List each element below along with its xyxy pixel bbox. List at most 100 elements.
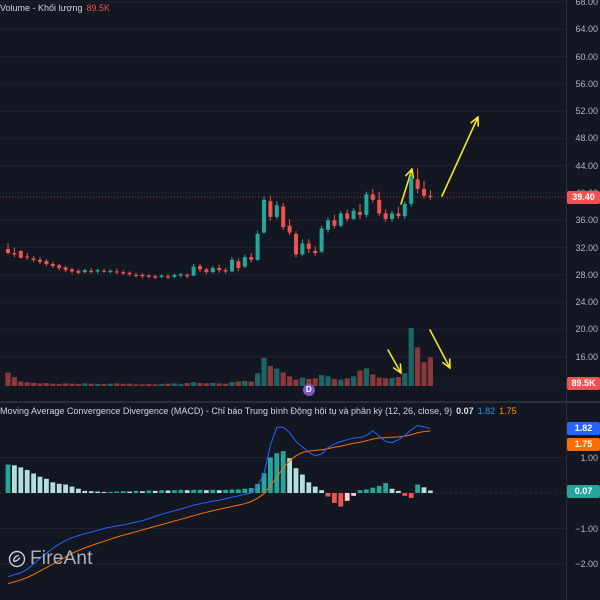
macd-pane[interactable]	[0, 403, 566, 600]
volume-bar	[223, 383, 229, 386]
candle	[185, 273, 190, 279]
candle-body	[332, 220, 337, 226]
candle-body	[268, 201, 273, 217]
candle-body	[31, 258, 36, 260]
volume-bar	[56, 384, 62, 386]
macd-histogram-bar	[236, 489, 241, 493]
candle-body	[57, 265, 62, 269]
annotation-arrow-up-small	[400, 168, 415, 205]
price-axis-tick: 32.00	[575, 242, 598, 253]
candle	[351, 208, 356, 221]
candle-body	[249, 257, 254, 260]
candle	[249, 253, 254, 263]
volume-legend[interactable]: Volume - Khối lượng 89.5K	[0, 3, 110, 14]
volume-legend-value: 89.5K	[86, 3, 110, 13]
volume-bar	[331, 378, 337, 386]
candle	[294, 231, 298, 258]
dividend-event-marker[interactable]: D	[302, 384, 315, 396]
macd-axis-tick: 1.00	[580, 452, 598, 463]
volume-series	[5, 328, 433, 386]
candle-body	[223, 270, 228, 272]
volume-bar	[280, 372, 286, 386]
volume-bar	[184, 383, 190, 386]
candle-body	[345, 213, 350, 219]
candle	[108, 269, 113, 274]
macd-histogram-bar	[159, 490, 164, 493]
volume-bar	[274, 368, 280, 386]
macd-histogram-bar	[338, 493, 344, 507]
candle	[178, 272, 183, 278]
macd-histogram-bar	[293, 468, 299, 493]
candle	[364, 191, 369, 218]
candle	[217, 264, 222, 273]
candle	[274, 201, 279, 219]
macd-histogram-bar	[191, 489, 196, 493]
macd-histogram-bar	[31, 473, 36, 493]
histogram-value-tag: 0.07	[567, 484, 600, 498]
price-axis-tick: 56.00	[575, 78, 598, 89]
candle	[390, 210, 394, 222]
macd-histogram-bar	[37, 476, 43, 493]
macd-histogram-bar	[95, 491, 100, 493]
candle-body	[428, 195, 433, 198]
macd-histogram-bar	[319, 490, 324, 493]
candle	[63, 265, 68, 273]
volume-bar	[287, 376, 293, 386]
macd-histogram-bar	[396, 490, 401, 493]
volume-bar	[421, 362, 427, 386]
macd-histogram-bar	[389, 488, 395, 493]
candle-body	[338, 213, 343, 226]
volume-bar	[133, 384, 139, 386]
candle	[338, 210, 343, 228]
volume-legend-title: Volume - Khối lượng	[0, 3, 83, 13]
candle	[198, 263, 202, 273]
candle-body	[274, 205, 279, 217]
candle-body	[44, 261, 49, 264]
candle-body	[82, 270, 87, 273]
candle	[18, 250, 23, 259]
volume-bar	[203, 383, 209, 386]
price-axis-tick: 48.00	[575, 133, 598, 144]
macd-histogram-bar	[229, 489, 235, 493]
pane-divider[interactable]	[0, 401, 600, 403]
macd-histogram-bar	[242, 488, 248, 493]
price-axis-tick: 52.00	[575, 106, 598, 117]
price-axis[interactable]: 68.0064.0060.0056.0052.0048.0044.0040.00…	[566, 0, 600, 402]
macd-axis[interactable]: 1.00 −1.00 −2.00 1.82 1.75 0.07	[566, 403, 600, 600]
volume-bar	[267, 366, 273, 386]
macd-histogram-bar	[210, 489, 216, 493]
candle	[415, 168, 420, 193]
price-axis-tick: 64.00	[575, 24, 598, 35]
macd-histogram-bar	[280, 451, 286, 493]
candlestick-series	[6, 168, 433, 279]
candle-body	[396, 213, 401, 217]
macd-histogram-bar	[287, 458, 292, 493]
candle-body	[191, 266, 196, 276]
macd-value-tag: 1.82	[567, 422, 600, 436]
volume-bar	[146, 384, 152, 386]
macd-histogram-bar	[165, 490, 171, 493]
candle	[70, 268, 74, 274]
macd-histogram-bar	[255, 484, 260, 493]
macd-histogram-bar	[152, 490, 158, 493]
candle	[319, 225, 324, 254]
volume-bar	[75, 384, 81, 386]
candle-body	[287, 225, 292, 233]
candle	[121, 270, 126, 275]
candle	[25, 253, 30, 260]
volume-bar	[101, 384, 107, 386]
volume-bar	[363, 368, 369, 386]
volume-bar	[69, 383, 75, 386]
candle-body	[377, 199, 382, 214]
macd-histogram	[5, 451, 433, 507]
macd-histogram-bar	[421, 487, 427, 493]
macd-legend[interactable]: Moving Average Convergence Divergence (M…	[0, 406, 517, 417]
candle	[313, 246, 318, 256]
candle-body	[300, 243, 305, 255]
macd-histogram-bar	[108, 491, 113, 493]
macd-histogram-bar	[120, 491, 126, 493]
candle	[345, 209, 350, 222]
price-volume-pane[interactable]	[0, 0, 566, 402]
volume-bar	[11, 377, 17, 386]
volume-bar	[319, 375, 325, 386]
